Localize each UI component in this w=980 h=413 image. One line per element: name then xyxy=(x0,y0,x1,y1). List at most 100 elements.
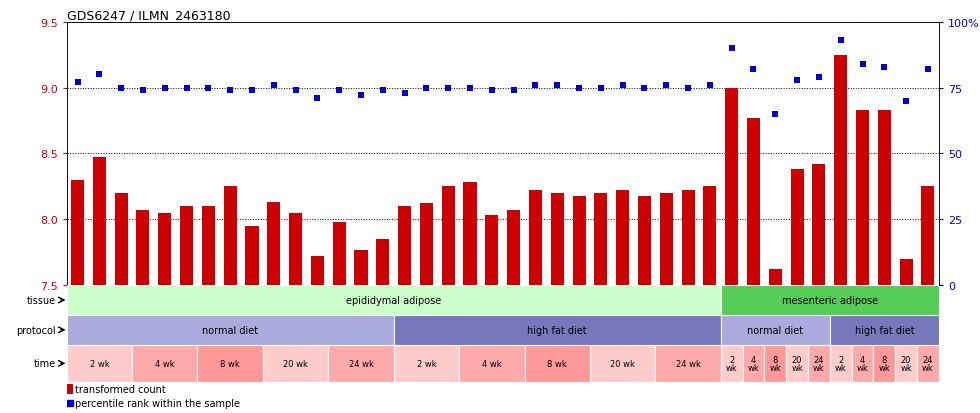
Bar xyxy=(67,315,394,345)
Text: percentile rank within the sample: percentile rank within the sample xyxy=(75,398,240,408)
Bar xyxy=(93,158,106,285)
Bar xyxy=(594,193,608,285)
Bar xyxy=(808,345,830,382)
Point xyxy=(876,64,892,71)
Bar xyxy=(136,211,150,285)
Bar xyxy=(394,315,721,345)
Bar xyxy=(115,193,127,285)
Bar xyxy=(132,345,198,382)
Bar xyxy=(786,345,808,382)
Text: 8 wk: 8 wk xyxy=(548,359,567,368)
Point xyxy=(680,85,696,92)
Text: epididymal adipose: epididymal adipose xyxy=(346,295,441,305)
Point xyxy=(811,75,827,81)
Point xyxy=(833,38,849,45)
Point xyxy=(70,80,85,86)
Point xyxy=(178,85,194,92)
Point xyxy=(920,66,936,73)
Text: 20
wk: 20 wk xyxy=(901,355,912,372)
Text: mesenteric adipose: mesenteric adipose xyxy=(782,295,878,305)
Text: 24 wk: 24 wk xyxy=(349,359,373,368)
Point xyxy=(331,88,347,94)
Bar xyxy=(442,187,455,285)
Text: 2 wk: 2 wk xyxy=(89,359,109,368)
Text: 2
wk: 2 wk xyxy=(726,355,738,372)
Text: 4
wk: 4 wk xyxy=(857,355,868,372)
Point xyxy=(550,83,565,89)
Bar xyxy=(67,345,132,382)
Text: normal diet: normal diet xyxy=(747,325,804,335)
Bar xyxy=(725,88,738,285)
Text: 4 wk: 4 wk xyxy=(482,359,502,368)
Bar xyxy=(376,240,389,285)
Text: 20
wk: 20 wk xyxy=(791,355,803,372)
Point xyxy=(702,83,717,89)
Bar xyxy=(332,222,346,285)
Text: 4
wk: 4 wk xyxy=(748,355,760,372)
Bar xyxy=(71,180,84,285)
Text: GDS6247 / ILMN_2463180: GDS6247 / ILMN_2463180 xyxy=(67,9,230,21)
Text: 20 wk: 20 wk xyxy=(283,359,308,368)
Bar xyxy=(921,187,935,285)
Text: 8
wk: 8 wk xyxy=(878,355,890,372)
Bar xyxy=(681,191,695,285)
Bar xyxy=(616,191,629,285)
Text: 2
wk: 2 wk xyxy=(835,355,847,372)
Bar xyxy=(507,211,520,285)
Point xyxy=(484,88,500,94)
Point xyxy=(571,85,587,92)
Point xyxy=(244,88,260,94)
Bar xyxy=(394,345,459,382)
Point xyxy=(659,83,674,89)
Bar xyxy=(572,196,586,285)
Bar xyxy=(768,270,782,285)
Text: time: time xyxy=(34,358,56,368)
Point xyxy=(855,62,870,68)
Bar xyxy=(67,285,721,315)
Bar xyxy=(67,384,73,394)
Bar xyxy=(900,259,912,285)
Point xyxy=(789,77,805,84)
Bar xyxy=(917,345,939,382)
Text: high fat diet: high fat diet xyxy=(527,325,587,335)
Bar xyxy=(721,285,939,315)
Text: transformed count: transformed count xyxy=(75,384,166,394)
Bar xyxy=(830,315,939,345)
Bar xyxy=(590,345,656,382)
Bar xyxy=(202,206,215,285)
Point xyxy=(201,85,217,92)
Point xyxy=(506,88,521,94)
Text: 8
wk: 8 wk xyxy=(769,355,781,372)
Bar xyxy=(656,345,721,382)
Bar xyxy=(747,119,760,285)
Bar xyxy=(830,345,852,382)
Bar xyxy=(459,345,524,382)
Point xyxy=(353,93,368,100)
Text: 2 wk: 2 wk xyxy=(416,359,436,368)
Point xyxy=(266,83,281,89)
Bar xyxy=(873,345,896,382)
Bar xyxy=(524,345,590,382)
Point xyxy=(767,112,783,118)
Bar xyxy=(764,345,786,382)
Point xyxy=(440,85,456,92)
Bar xyxy=(721,315,830,345)
Point xyxy=(463,85,478,92)
Bar xyxy=(289,213,302,285)
Point xyxy=(637,85,653,92)
Text: high fat diet: high fat diet xyxy=(855,325,914,335)
Point xyxy=(899,98,914,105)
Bar xyxy=(245,226,259,285)
Point xyxy=(593,85,609,92)
Text: protocol: protocol xyxy=(17,325,56,335)
Text: 20 wk: 20 wk xyxy=(611,359,635,368)
Bar xyxy=(852,345,873,382)
Text: 8 wk: 8 wk xyxy=(220,359,240,368)
Text: 4 wk: 4 wk xyxy=(155,359,174,368)
Bar xyxy=(158,213,172,285)
Point xyxy=(62,400,77,406)
Bar xyxy=(721,345,743,382)
Text: tissue: tissue xyxy=(27,295,56,305)
Point xyxy=(310,95,325,102)
Text: 24 wk: 24 wk xyxy=(675,359,701,368)
